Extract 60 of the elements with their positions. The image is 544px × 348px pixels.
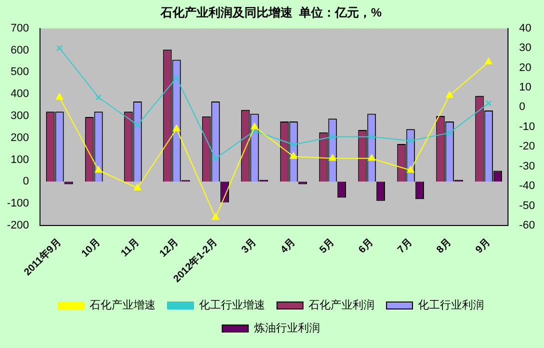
chart-title: 石化产业利润及同比增速 单位：亿元，% [159, 6, 382, 20]
x-tick-label: 9月 [474, 236, 493, 256]
y2-tick-label: 10 [519, 82, 532, 94]
legend-label: 炼油行业利润 [254, 322, 320, 335]
point [56, 93, 64, 100]
y-tick-label: 0 [22, 176, 30, 188]
point [484, 58, 492, 64]
point [56, 45, 63, 52]
y2-tick-label: -10 [519, 120, 536, 133]
y2-tick-label: 20 [519, 62, 532, 74]
point [368, 154, 376, 161]
y2-tick-label: 40 [519, 22, 532, 34]
x-tick-label: 12月 [158, 236, 181, 260]
legend-label: 石化产业增速 [90, 298, 156, 312]
x-tick-label: 7月 [396, 236, 415, 256]
x-tick-label: 4月 [278, 236, 298, 256]
point [173, 74, 180, 81]
point [329, 134, 336, 140]
point [446, 130, 453, 136]
legend-label: 化工行业增速 [199, 298, 265, 312]
point [212, 213, 220, 220]
legend-label: 化工行业利润 [418, 298, 484, 312]
x-tick-label: 8月 [434, 236, 454, 256]
y-tick-label: -200 [6, 219, 30, 232]
y-tick-label: 500 [10, 66, 30, 78]
point [328, 154, 336, 161]
point [406, 166, 414, 173]
y2-tick-label: -20 [519, 140, 536, 153]
x-tick-label: 10月 [80, 236, 103, 260]
point [290, 142, 297, 148]
y-tick-label: 600 [10, 44, 30, 56]
point [94, 166, 102, 173]
point [134, 122, 141, 128]
y2-tick-label: -50 [519, 200, 536, 212]
x-tick-label: 11月 [119, 236, 142, 260]
point [172, 124, 180, 132]
point [134, 184, 142, 190]
y-tick-label: -100 [6, 198, 30, 210]
x-tick-label: 5月 [318, 236, 337, 256]
point [290, 152, 298, 159]
legend-label: 石化产业利润 [308, 298, 374, 312]
y-tick-label: 100 [10, 154, 30, 166]
y2-tick-label: -40 [519, 180, 536, 192]
y2-tick-label: 0 [519, 101, 526, 114]
y-tick-label: 300 [10, 110, 30, 122]
y2-tick-label: 30 [519, 42, 532, 54]
point [446, 91, 454, 98]
point [368, 134, 375, 140]
y-tick-label: 700 [10, 22, 30, 34]
point [95, 94, 102, 100]
y-tick-label: 400 [10, 88, 30, 100]
point [486, 100, 492, 106]
x-tick-label: 3月 [240, 236, 259, 256]
y-tick-label: 200 [10, 132, 30, 144]
point [408, 138, 414, 144]
y2-tick-label: -60 [519, 219, 536, 232]
x-tick-label: 6月 [356, 236, 376, 256]
y2-tick-label: -30 [519, 160, 536, 172]
point [250, 122, 258, 130]
point [212, 155, 219, 162]
